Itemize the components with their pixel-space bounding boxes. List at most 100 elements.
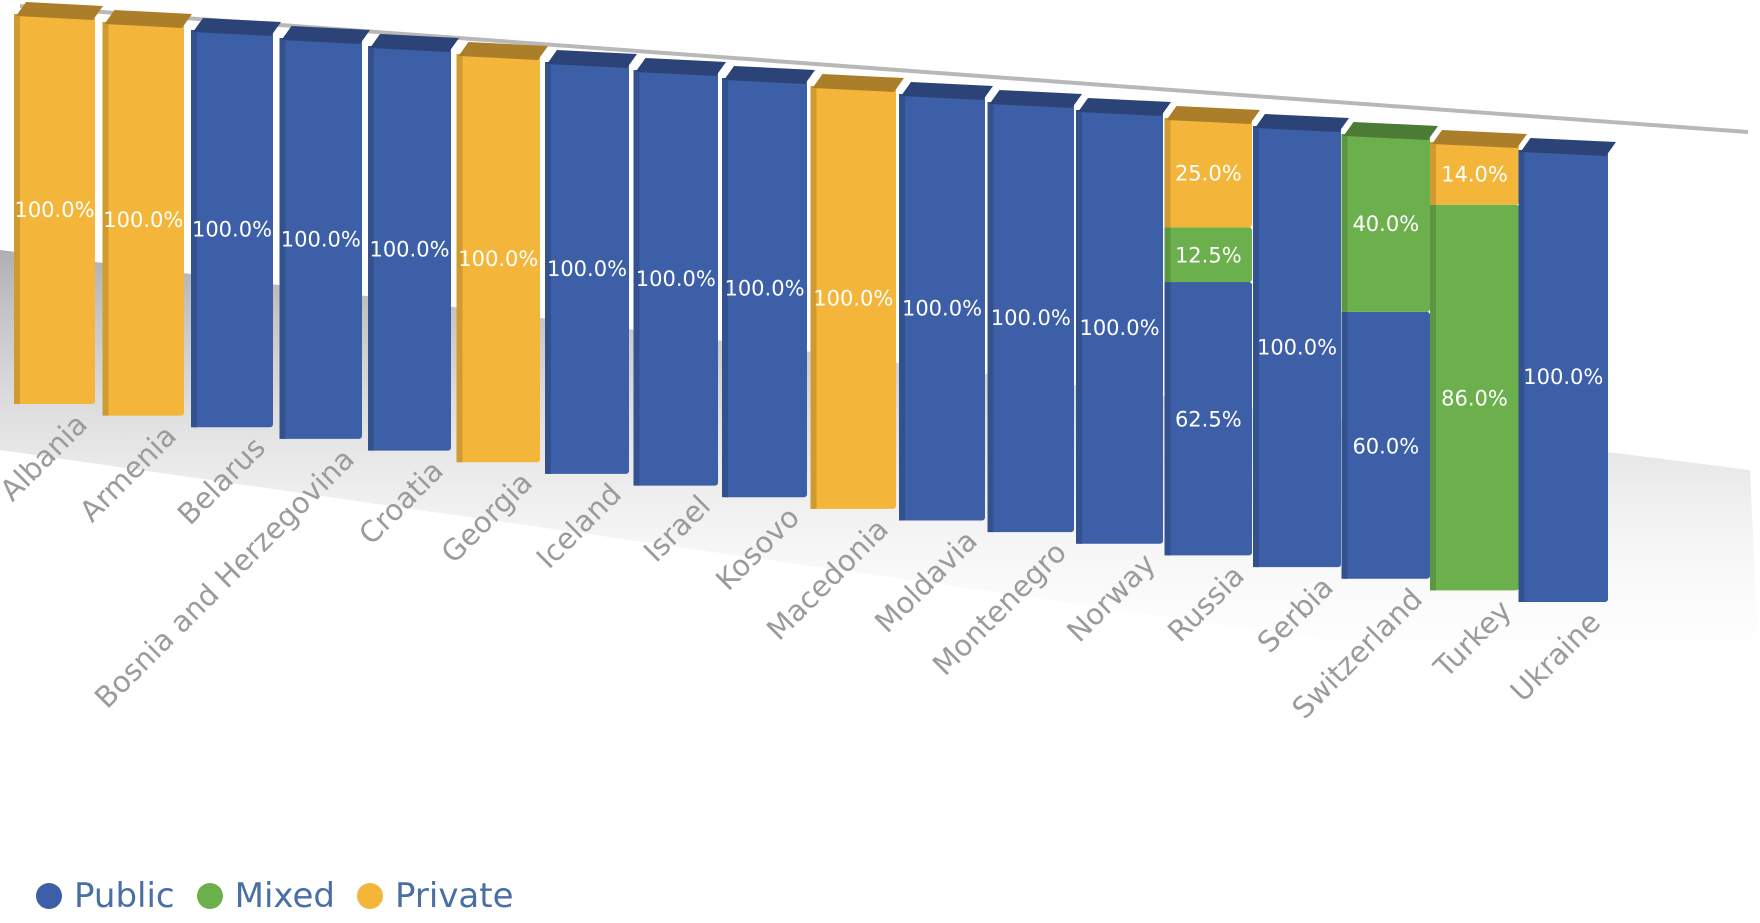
bar-russia xyxy=(1164,106,1260,556)
bar-iceland xyxy=(545,50,637,474)
segment-public-serbia xyxy=(1253,126,1341,568)
data-label-public-russia: 62.5% xyxy=(1175,408,1242,432)
data-label-public-switzerland: 60.0% xyxy=(1352,434,1419,458)
segment-edge-public-russia xyxy=(1164,282,1171,556)
segment-edge-private-turkey xyxy=(1430,142,1436,205)
segment-public-russia xyxy=(1164,282,1252,556)
legend-swatch-mixed xyxy=(196,883,223,909)
bar-norway xyxy=(1076,98,1171,544)
segment-public-israel xyxy=(633,70,718,486)
data-label-public-belarus: 100.0% xyxy=(192,218,272,242)
segment-edge-public-serbia xyxy=(1253,126,1259,568)
segment-private-albania xyxy=(14,14,95,404)
bar-belarus xyxy=(191,18,281,428)
bar-top-moldavia xyxy=(901,82,993,100)
bar-top-armenia xyxy=(104,10,192,28)
segment-public-norway xyxy=(1076,110,1163,544)
bar-top-iceland xyxy=(547,50,637,68)
legend-item-private: Private xyxy=(356,876,514,916)
bar-albania xyxy=(14,2,103,404)
segment-public-ukraine xyxy=(1518,150,1608,602)
data-label-mixed-switzerland: 40.0% xyxy=(1352,212,1419,236)
bar-switzerland xyxy=(1341,122,1438,579)
segment-public-kosovo xyxy=(722,78,807,498)
data-label-public-moldavia: 100.0% xyxy=(902,296,982,320)
data-label-mixed-russia: 12.5% xyxy=(1175,244,1242,268)
legend-swatch-private xyxy=(356,883,383,909)
bar-armenia xyxy=(102,10,192,416)
segment-private-turkey xyxy=(1430,142,1519,205)
bar-top-norway xyxy=(1078,98,1171,116)
segment-edge-public-iceland xyxy=(545,62,551,474)
segment-edge-private-georgia xyxy=(456,54,463,463)
legend-label-public: Public xyxy=(74,876,175,916)
segment-edge-mixed-russia xyxy=(1164,227,1171,283)
segment-edge-private-albania xyxy=(14,14,20,404)
segment-edge-public-moldavia xyxy=(899,94,905,521)
bar-top-serbia xyxy=(1255,114,1349,132)
segment-edge-public-croatia xyxy=(368,46,374,451)
segment-edge-public-montenegro xyxy=(987,102,994,533)
segment-public-montenegro xyxy=(987,102,1074,533)
bar-turkey xyxy=(1430,130,1527,591)
bar-top-russia xyxy=(1166,106,1260,124)
data-label-mixed-turkey: 86.0% xyxy=(1441,387,1508,411)
segment-public-moldavia xyxy=(899,94,985,521)
data-label-public-montenegro: 100.0% xyxy=(991,306,1071,330)
legend-label-private: Private xyxy=(394,876,514,916)
bar-top-turkey xyxy=(1432,130,1527,148)
segment-edge-public-bosnia-and-herzegovina xyxy=(279,38,286,439)
segment-private-armenia xyxy=(102,22,184,416)
data-label-public-croatia: 100.0% xyxy=(369,237,449,261)
segment-private-macedonia xyxy=(810,86,896,509)
segment-private-russia xyxy=(1164,118,1252,228)
data-label-public-ukraine: 100.0% xyxy=(1523,365,1603,389)
bar-georgia xyxy=(456,42,548,463)
bar-israel xyxy=(633,58,726,486)
bar-croatia xyxy=(368,34,459,451)
bar-moldavia xyxy=(899,82,993,521)
data-label-private-georgia: 100.0% xyxy=(458,247,538,271)
segment-mixed-switzerland xyxy=(1341,134,1430,312)
legend-swatch-public xyxy=(36,883,62,909)
segment-edge-mixed-switzerland xyxy=(1341,134,1348,312)
data-label-public-israel: 100.0% xyxy=(636,267,716,291)
segment-edge-public-norway xyxy=(1076,110,1082,544)
bar-top-israel xyxy=(635,58,726,76)
segment-edge-private-russia xyxy=(1164,118,1171,228)
segment-public-switzerland xyxy=(1341,311,1430,579)
legend: Public Mixed Private xyxy=(36,876,536,916)
bar-top-belarus xyxy=(193,18,281,36)
segment-public-belarus xyxy=(191,30,273,428)
data-label-public-iceland: 100.0% xyxy=(547,257,627,281)
segment-edge-mixed-turkey xyxy=(1430,204,1436,591)
data-label-public-kosovo: 100.0% xyxy=(724,277,804,301)
data-label-public-serbia: 100.0% xyxy=(1257,336,1337,360)
bar-serbia xyxy=(1253,114,1349,568)
bar-ukraine xyxy=(1518,138,1616,602)
segment-public-iceland xyxy=(545,62,629,474)
legend-label-mixed: Mixed xyxy=(234,876,335,916)
segment-edge-public-belarus xyxy=(191,30,197,428)
segment-edge-public-israel xyxy=(633,70,640,486)
segment-public-bosnia-and-herzegovina xyxy=(279,38,362,439)
segment-edge-private-armenia xyxy=(102,22,109,416)
segment-mixed-turkey xyxy=(1430,204,1519,591)
data-label-public-norway: 100.0% xyxy=(1079,316,1159,340)
segment-mixed-russia xyxy=(1164,227,1252,283)
data-label-public-bosnia-and-herzegovina: 100.0% xyxy=(281,228,361,252)
data-label-private-macedonia: 100.0% xyxy=(813,286,893,310)
bar-top-bosnia-and-herzegovina xyxy=(281,26,370,44)
segment-edge-public-kosovo xyxy=(722,78,728,498)
bar-top-switzerland xyxy=(1343,122,1438,140)
bar-bosnia-and-herzegovina xyxy=(279,26,370,439)
segment-edge-public-ukraine xyxy=(1518,150,1525,602)
data-label-private-armenia: 100.0% xyxy=(103,208,183,232)
segment-edge-private-macedonia xyxy=(810,86,817,509)
segment-edge-public-switzerland xyxy=(1341,311,1348,579)
bar-top-montenegro xyxy=(989,90,1082,108)
bar-macedonia xyxy=(810,74,904,509)
data-labels-layer: 100.0% 100.0% 100.0% 100.0% 100.0% 100.0% 100.… xyxy=(14,162,1603,459)
data-label-private-albania: 100.0% xyxy=(14,198,94,222)
